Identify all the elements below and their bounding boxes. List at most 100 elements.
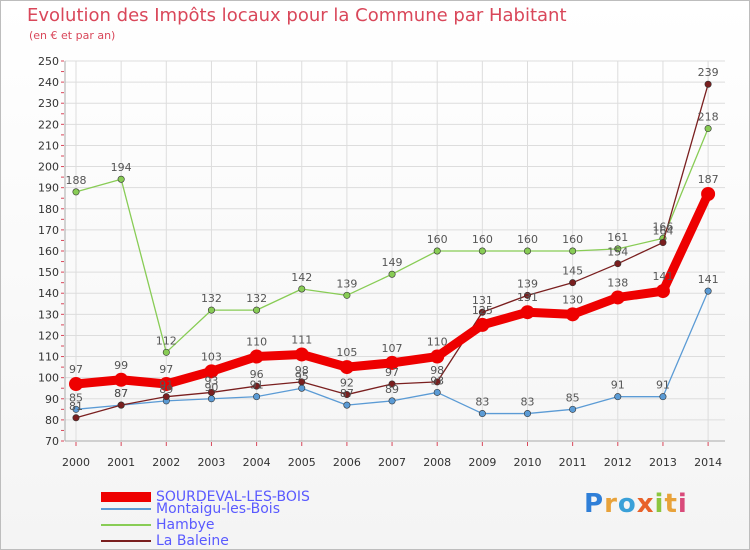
data-point xyxy=(433,378,441,386)
x-tick-label: 2008 xyxy=(423,456,451,469)
legend-swatch-hambye xyxy=(101,524,151,526)
legend-swatch-montaigu xyxy=(101,508,151,510)
data-point xyxy=(523,247,531,255)
x-tick-label: 2009 xyxy=(468,456,496,469)
data-label: 83 xyxy=(475,396,489,409)
data-label: 141 xyxy=(698,273,719,286)
data-label: 132 xyxy=(246,292,267,305)
data-point xyxy=(298,378,306,386)
x-tick-label: 2002 xyxy=(152,456,180,469)
y-tick-label: 70 xyxy=(45,435,59,448)
x-tick-label: 2010 xyxy=(514,456,542,469)
data-point xyxy=(478,247,486,255)
data-label: 91 xyxy=(611,379,625,392)
data-label: 105 xyxy=(336,346,357,359)
data-label: 97 xyxy=(159,363,173,376)
data-label: 161 xyxy=(607,231,628,244)
data-point xyxy=(117,401,125,409)
y-tick-label: 240 xyxy=(38,76,59,89)
data-point xyxy=(207,306,215,314)
data-point xyxy=(343,391,351,399)
data-label: 91 xyxy=(656,379,670,392)
legend-item-sourdeval: SOURDEVAL-LES-BOIS xyxy=(101,489,310,505)
x-tick-label: 2014 xyxy=(694,456,722,469)
data-point xyxy=(298,384,306,392)
data-label: 87 xyxy=(114,387,128,400)
data-point xyxy=(704,125,712,133)
x-tick-label: 2013 xyxy=(649,456,677,469)
data-point xyxy=(701,187,716,201)
x-tick-label: 2005 xyxy=(288,456,316,469)
x-tick-label: 2006 xyxy=(333,456,361,469)
data-label: 97 xyxy=(69,363,83,376)
data-point xyxy=(253,306,261,314)
data-point xyxy=(204,364,219,379)
data-label: 96 xyxy=(250,368,264,381)
y-tick-label: 250 xyxy=(38,55,59,68)
y-tick-label: 190 xyxy=(38,182,59,195)
data-label: 110 xyxy=(246,336,267,349)
data-label: 107 xyxy=(382,342,403,355)
data-label: 90 xyxy=(204,381,218,394)
y-tick-label: 120 xyxy=(38,329,59,342)
data-label: 110 xyxy=(427,336,448,349)
data-label: 83 xyxy=(521,396,535,409)
data-label: 160 xyxy=(517,233,538,246)
data-label: 89 xyxy=(385,383,399,396)
data-label: 87 xyxy=(340,387,354,400)
data-label: 92 xyxy=(340,377,354,390)
data-point xyxy=(388,380,396,388)
data-label: 98 xyxy=(295,364,309,377)
data-label: 149 xyxy=(382,256,403,269)
chart-title: Evolution des Impôts locaux pour la Comm… xyxy=(27,5,567,26)
data-label: 91 xyxy=(250,379,264,392)
data-label: 187 xyxy=(698,173,719,186)
logo-letter: P xyxy=(584,489,605,519)
data-label: 111 xyxy=(291,333,312,346)
x-tick-label: 2011 xyxy=(559,456,587,469)
x-tick-label: 2000 xyxy=(62,456,90,469)
data-label: 98 xyxy=(430,364,444,377)
y-tick-label: 110 xyxy=(38,351,59,364)
data-label: 164 xyxy=(652,225,673,238)
logo-letter: x xyxy=(636,489,655,519)
data-label: 91 xyxy=(159,379,173,392)
data-label: 132 xyxy=(201,292,222,305)
y-tick-label: 200 xyxy=(38,161,59,174)
data-label: 160 xyxy=(472,233,493,246)
data-point xyxy=(478,410,486,418)
data-point xyxy=(704,287,712,295)
legend-label-hambye: Hambye xyxy=(156,517,215,533)
data-label: 239 xyxy=(698,66,719,79)
data-point xyxy=(207,388,215,396)
data-point xyxy=(430,349,445,364)
data-point xyxy=(339,360,354,375)
data-point xyxy=(659,393,667,401)
x-tick-label: 2004 xyxy=(243,456,271,469)
data-label: 139 xyxy=(336,277,357,290)
data-label: 103 xyxy=(201,350,222,363)
x-tick-label: 2003 xyxy=(197,456,225,469)
legend-label-sourdeval: SOURDEVAL-LES-BOIS xyxy=(156,489,310,505)
legend-item-hambye: Hambye xyxy=(101,517,215,533)
data-point xyxy=(159,377,174,391)
y-tick-label: 90 xyxy=(45,393,59,406)
data-label: 81 xyxy=(69,400,83,413)
data-label: 142 xyxy=(291,271,312,284)
y-tick-label: 140 xyxy=(38,287,59,300)
legend-item-la-baleine: La Baleine xyxy=(101,533,229,549)
y-tick-label: 230 xyxy=(38,97,59,110)
data-point xyxy=(569,247,577,255)
x-tick-label: 2001 xyxy=(107,456,135,469)
data-label: 166 xyxy=(652,220,673,233)
data-point xyxy=(659,239,667,247)
data-label: 95 xyxy=(295,370,309,383)
data-label: 97 xyxy=(385,366,399,379)
data-point xyxy=(614,260,622,268)
data-label: 130 xyxy=(562,293,583,306)
data-point xyxy=(343,401,351,409)
data-label: 85 xyxy=(566,391,580,404)
y-tick-label: 180 xyxy=(38,203,59,216)
legend-label-montaigu: Montaigu-les-Bois xyxy=(156,501,280,517)
